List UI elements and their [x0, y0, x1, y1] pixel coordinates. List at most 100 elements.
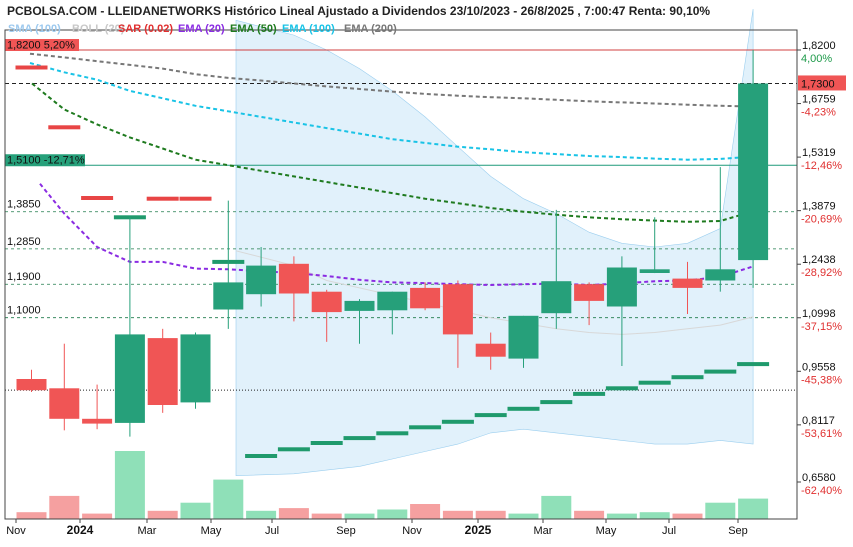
volume-layer: [16, 451, 769, 519]
legend-entry: EMA (100): [282, 23, 335, 35]
candle-body: [114, 334, 145, 423]
x-tick-label: Nov: [6, 525, 26, 537]
y-pct-label: -45,38%: [801, 374, 842, 386]
x-tick-label: Nov: [402, 525, 422, 537]
ema50-line: [31, 82, 754, 223]
y-pct-label: -28,92%: [801, 267, 842, 279]
chart-header: PCBOLSA.COM - LLEIDANETWORKS Histórico L…: [7, 4, 710, 18]
volume-bar: [541, 495, 572, 519]
y-tick-label: 1,8200: [802, 40, 836, 52]
sar-marker: [441, 419, 474, 424]
volume-bar: [213, 479, 244, 519]
candle-body: [541, 281, 572, 314]
support-label-box: [5, 154, 85, 167]
x-tick-label: Mar: [534, 525, 553, 537]
sar-marker: [376, 431, 409, 436]
candle-body: [147, 338, 178, 405]
y-pct-label: -53,61%: [801, 428, 842, 440]
volume-bar: [114, 451, 145, 519]
level-label: 1,1000: [7, 305, 41, 317]
volume-bar: [16, 512, 47, 519]
volume-bar: [738, 498, 769, 519]
candle-body: [508, 315, 539, 359]
sar-marker: [540, 400, 573, 405]
y-pct-label: -37,15%: [801, 321, 842, 333]
sar-marker: [474, 413, 507, 418]
volume-bar: [180, 502, 211, 519]
volume-bar: [410, 504, 441, 519]
candles-layer: [16, 50, 769, 437]
x-tick-label: Sep: [336, 525, 356, 537]
sar-marker: [573, 391, 606, 396]
y-tick-label: 0,9558: [802, 361, 836, 373]
volume-bar: [49, 495, 80, 519]
y-tick-label: 1,0998: [802, 308, 836, 320]
plot-border: [4, 29, 798, 520]
sar-marker: [605, 386, 638, 391]
support-label: 1,5100 -12,71%: [7, 155, 85, 167]
x-tick-label: Mar: [138, 525, 157, 537]
sar-marker: [277, 447, 310, 452]
volume-bar: [344, 513, 375, 519]
candle-body: [213, 282, 244, 310]
volume-bar: [705, 502, 736, 519]
legend-entry: EMA (50): [230, 23, 277, 35]
y-pct-label: -12,46%: [801, 160, 842, 172]
sma100-line: [235, 250, 754, 335]
volume-bar: [672, 513, 703, 519]
chart-title: PCBOLSA.COM - LLEIDANETWORKS Histórico L…: [7, 4, 710, 18]
volume-bar: [508, 513, 539, 519]
sar-marker: [179, 196, 212, 201]
volume-bar: [442, 510, 473, 519]
candle-body: [278, 263, 309, 294]
candle-body: [377, 291, 408, 311]
y-tick-label: 1,5319: [802, 147, 836, 159]
bollinger-band-layer: [235, 9, 754, 477]
legend-entry: SMA (100): [8, 23, 61, 35]
volume-bar: [147, 510, 178, 519]
sar-marker: [737, 362, 770, 367]
y-tick-label: 0,8117: [802, 415, 835, 427]
x-axis: Nov 2024 Mar May Jul Sep Nov 2025 Mar May Jul Sep: [6, 519, 748, 537]
level-label: 1,3850: [7, 199, 41, 211]
volume-bar: [475, 510, 506, 519]
volume-bar: [574, 510, 605, 519]
ema200-line: [29, 52, 754, 108]
candle-body: [180, 334, 211, 403]
indicator-legend: SMA (100) BOLL (20)SAR (0.02) EMA (20) EMA …: [8, 23, 397, 35]
candle-body: [16, 379, 47, 391]
sar-marker: [671, 375, 704, 380]
sar-marker: [146, 196, 179, 201]
volume-bar: [246, 510, 277, 519]
y-tick-label: 1,2438: [802, 254, 836, 266]
y-pct-label: -4,23%: [801, 107, 836, 119]
x-year-label: 2025: [465, 523, 492, 537]
legend-entry: EMA (20): [178, 23, 225, 35]
candle-body: [606, 267, 637, 307]
y-tick-label: 1,6759: [802, 94, 836, 106]
resistance-label-box: [5, 39, 79, 51]
candle-body: [246, 265, 277, 295]
legend-entry: SAR (0.02): [118, 23, 173, 35]
volume-bar: [377, 509, 408, 519]
level-label: 1,1900: [7, 271, 41, 283]
sar-marker: [245, 454, 278, 458]
x-tick-label: Jul: [265, 525, 279, 537]
last-price-badge: [798, 75, 846, 91]
volume-bar: [278, 508, 309, 519]
x-tick-label: Sep: [728, 525, 748, 537]
sar-marker: [638, 380, 671, 385]
volume-bar: [82, 513, 113, 519]
candle-body: [574, 284, 605, 301]
sar-marker: [48, 125, 81, 130]
candle-body: [705, 269, 736, 281]
candle-body: [49, 388, 80, 419]
sar-marker: [15, 65, 48, 70]
x-tick-label: May: [201, 525, 222, 537]
sar-marker: [704, 369, 737, 374]
volume-bar: [639, 512, 670, 519]
candle-body: [311, 291, 342, 313]
